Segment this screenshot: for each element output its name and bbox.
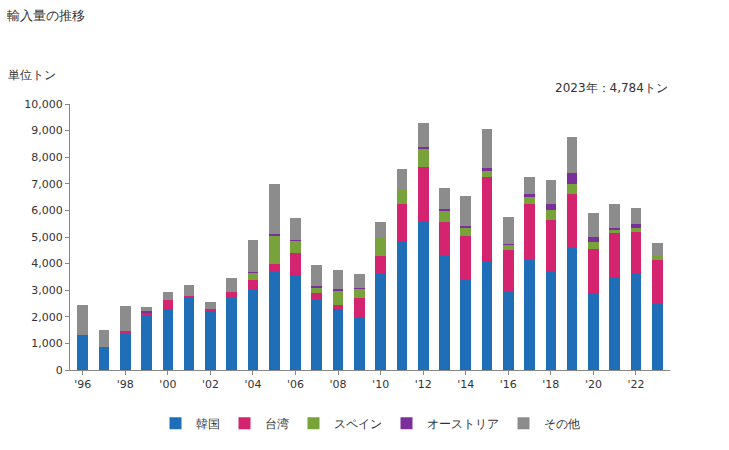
svg-text:7,000: 7,000 [31, 178, 63, 191]
svg-text:'08: '08 [330, 378, 347, 391]
svg-text:'22: '22 [627, 378, 644, 391]
svg-text:台湾: 台湾 [265, 417, 289, 431]
svg-text:2,000: 2,000 [31, 311, 63, 324]
svg-text:5,000: 5,000 [31, 231, 63, 244]
svg-text:'02: '02 [202, 378, 219, 391]
svg-text:'14: '14 [457, 378, 474, 391]
svg-text:韓国: 韓国 [196, 417, 220, 431]
svg-text:2023年：4,784トン: 2023年：4,784トン [555, 81, 668, 95]
svg-text:単位トン: 単位トン [8, 68, 56, 82]
svg-text:'96: '96 [74, 378, 91, 391]
svg-text:0: 0 [56, 364, 63, 377]
svg-text:'06: '06 [287, 378, 304, 391]
svg-text:'00: '00 [159, 378, 176, 391]
svg-text:10,000: 10,000 [24, 98, 63, 111]
svg-text:'12: '12 [415, 378, 432, 391]
svg-text:その他: その他 [544, 417, 580, 431]
svg-text:'10: '10 [372, 378, 389, 391]
svg-text:6,000: 6,000 [31, 204, 63, 217]
svg-text:'98: '98 [117, 378, 134, 391]
svg-text:'18: '18 [542, 378, 559, 391]
svg-text:8,000: 8,000 [31, 151, 63, 164]
svg-text:4,000: 4,000 [31, 257, 63, 270]
svg-text:オーストリア: オーストリア [427, 417, 499, 431]
svg-text:3,000: 3,000 [31, 284, 63, 297]
svg-text:'20: '20 [585, 378, 602, 391]
svg-text:'16: '16 [500, 378, 517, 391]
svg-text:9,000: 9,000 [31, 124, 63, 137]
svg-text:スペイン: スペイン [334, 417, 382, 431]
svg-text:'04: '04 [244, 378, 261, 391]
svg-text:1,000: 1,000 [31, 337, 63, 350]
svg-text:輸入量の推移: 輸入量の推移 [7, 8, 85, 23]
